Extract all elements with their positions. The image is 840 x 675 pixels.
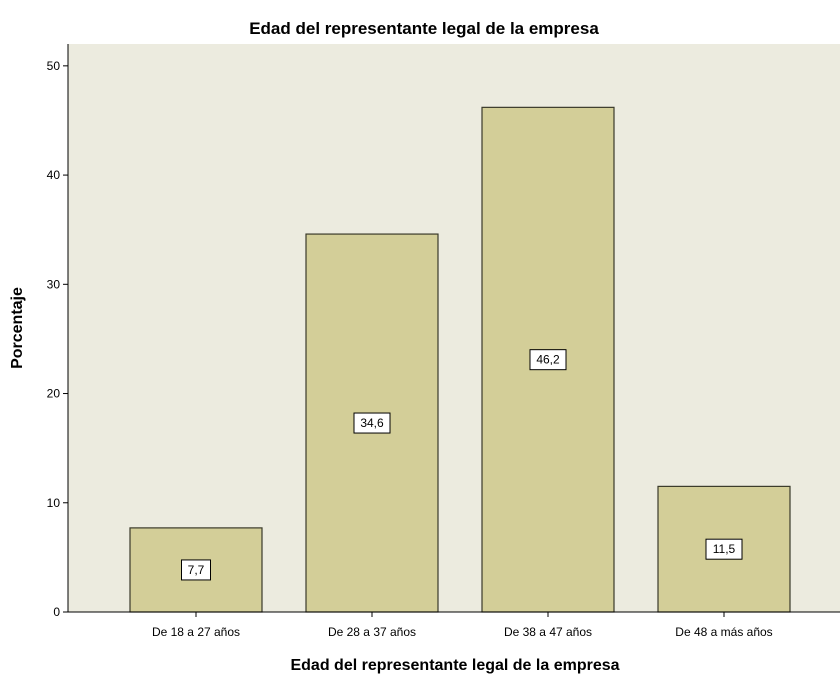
y-tick-label: 30 (47, 277, 61, 291)
y-tick-label: 20 (47, 387, 61, 401)
chart-title: Edad del representante legal de la empre… (249, 19, 599, 38)
data-label: 7,7 (188, 563, 205, 577)
data-label-box (353, 412, 391, 434)
y-tick-label: 40 (47, 168, 61, 182)
bars: 7,7 34,6 46,2 11,5 (129, 106, 791, 613)
x-tick-label: De 38 a 47 años (504, 625, 592, 639)
x-tick-label: De 18 a 27 años (152, 625, 240, 639)
data-label-box (705, 538, 743, 560)
data-label-box (529, 349, 567, 371)
y-tick-label: 10 (47, 496, 61, 510)
y-axis: 0 10 20 30 40 50 (47, 44, 69, 619)
x-tick-label: De 28 a 37 años (328, 625, 416, 639)
data-label: 34,6 (360, 416, 384, 430)
data-label: 46,2 (536, 353, 560, 367)
y-tick-label: 50 (47, 59, 61, 73)
x-axis-label: Edad del representante legal de la empre… (290, 657, 619, 674)
data-label-box (181, 559, 211, 581)
y-axis-label: Porcentaje (9, 287, 26, 369)
x-axis: De 18 a 27 años De 28 a 37 años De 38 a 47… (68, 611, 840, 639)
y-tick-label: 0 (53, 605, 60, 619)
x-tick-label: De 48 a más años (675, 625, 772, 639)
data-label: 11,5 (713, 542, 736, 556)
